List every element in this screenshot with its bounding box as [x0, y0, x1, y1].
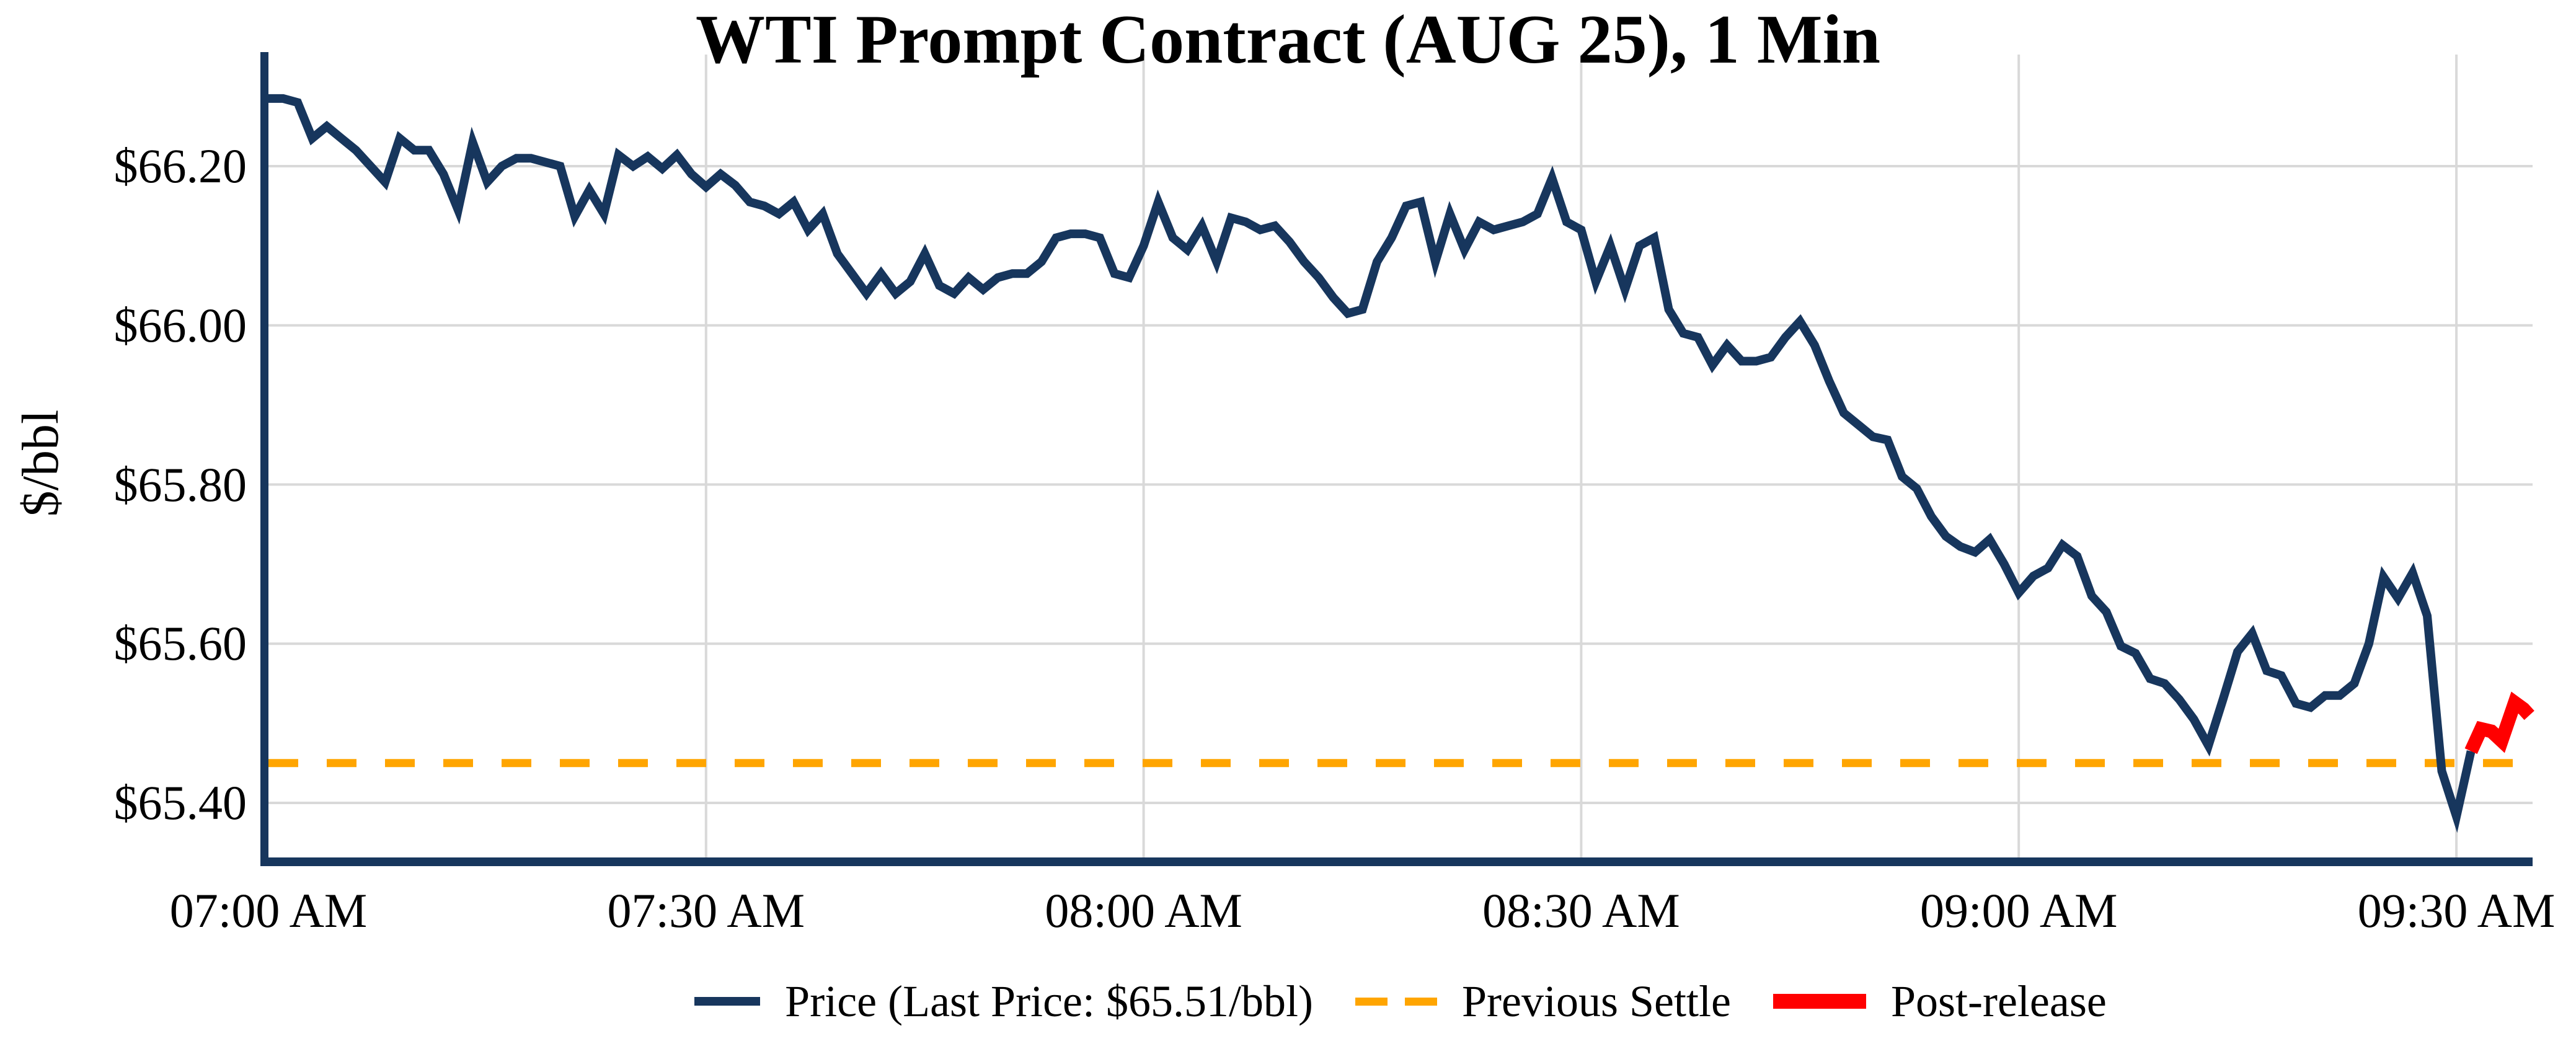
x-tick-label: 07:00 AM [169, 884, 368, 937]
legend-item-price: Price (Last Price: $65.51/bbl) [694, 973, 1313, 1029]
legend-price-label: Price (Last Price: $65.51/bbl) [785, 976, 1313, 1026]
post-release-line [2464, 691, 2534, 755]
legend: Price (Last Price: $65.51/bbl) Previous … [268, 973, 2533, 1029]
y-tick-label: $66.00 [113, 298, 247, 352]
settle-dash-swatch-icon [1355, 997, 1437, 1006]
legend-post-release-label: Post-release [1890, 976, 2107, 1026]
x-tick-label: 09:00 AM [1919, 884, 2118, 937]
price-line-swatch-icon [694, 997, 761, 1006]
x-tick-label: 07:30 AM [607, 884, 805, 937]
y-tick-label: $65.60 [113, 616, 247, 671]
chart-title: WTI Prompt Contract (AUG 25), 1 Min [695, 1, 1881, 78]
x-tick-label: 08:30 AM [1482, 884, 1680, 937]
post-release-swatch-icon [1773, 994, 1866, 1009]
y-tick-label: $65.40 [113, 776, 247, 830]
x-tick-label: 09:30 AM [2357, 884, 2556, 937]
y-tick-label: $65.80 [113, 457, 247, 512]
legend-item-post-release: Post-release [1773, 973, 2107, 1029]
y-tick-label: $66.20 [113, 139, 247, 193]
legend-settle-label: Previous Settle [1461, 976, 1731, 1026]
price-line [268, 94, 2476, 833]
x-tick-label: 08:00 AM [1045, 884, 1242, 937]
legend-item-settle: Previous Settle [1355, 973, 1731, 1029]
